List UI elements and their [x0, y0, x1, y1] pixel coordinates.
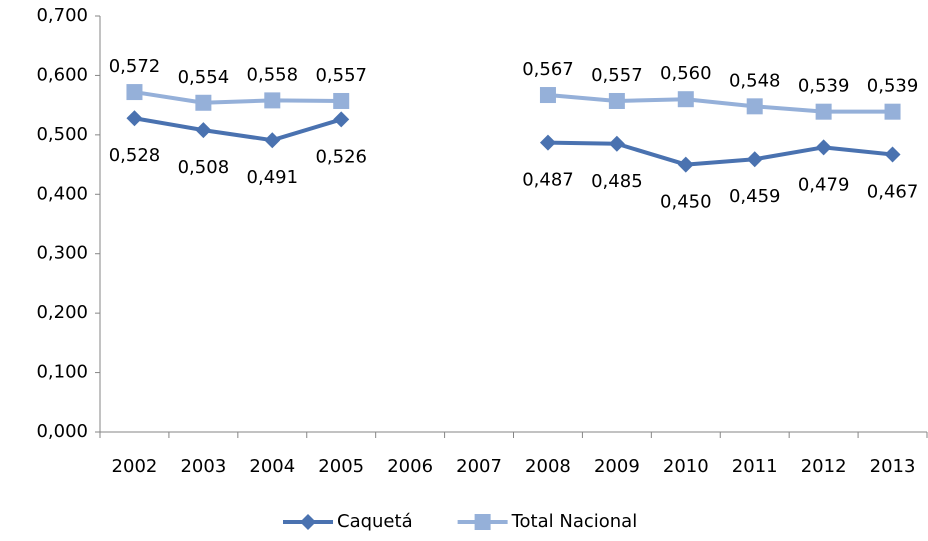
x-tick-label: 2008	[525, 456, 571, 477]
data-label: 0,459	[729, 186, 781, 207]
data-label: 0,487	[522, 170, 574, 191]
data-label: 0,508	[178, 157, 230, 178]
x-tick-label: 2005	[318, 456, 364, 477]
legend-label: Caquetá	[337, 511, 413, 532]
data-label: 0,467	[867, 181, 919, 202]
data-label: 0,554	[178, 67, 230, 88]
data-point	[608, 135, 625, 152]
data-label: 0,539	[867, 76, 919, 97]
x-tick-label: 2013	[870, 456, 916, 477]
data-point	[815, 139, 832, 156]
x-tick-label: 2002	[112, 456, 158, 477]
series-line	[134, 116, 893, 167]
data-label: 0,539	[798, 76, 850, 97]
data-label: 0,548	[729, 70, 781, 91]
data-label: 0,450	[660, 192, 712, 213]
data-point	[195, 94, 212, 111]
data-point	[608, 92, 625, 109]
data-point	[195, 122, 212, 139]
y-tick-label: 0,400	[36, 183, 88, 204]
y-tick-label: 0,000	[36, 421, 88, 442]
y-tick-label: 0,300	[36, 243, 88, 264]
y-tick-label: 0,500	[36, 124, 88, 145]
data-point	[677, 156, 694, 173]
data-point	[126, 110, 143, 127]
data-label: 0,557	[591, 65, 643, 86]
data-point	[746, 151, 763, 168]
x-tick-label: 2003	[180, 456, 226, 477]
data-label: 0,560	[660, 63, 712, 84]
x-tick-label: 2011	[732, 456, 778, 477]
data-point	[264, 132, 281, 149]
y-tick-label: 0,200	[36, 302, 88, 323]
y-tick-label: 0,600	[36, 64, 88, 85]
data-label: 0,567	[522, 59, 574, 80]
x-tick-label: 2004	[249, 456, 295, 477]
legend-marker	[474, 514, 491, 530]
data-label: 0,558	[247, 64, 299, 85]
data-point	[333, 111, 350, 128]
x-tick-label: 2006	[387, 456, 433, 477]
data-label: 0,572	[109, 56, 161, 77]
data-point	[539, 87, 556, 104]
data-point	[815, 103, 832, 120]
data-point	[884, 146, 901, 163]
data-label: 0,557	[315, 65, 367, 86]
y-tick-label: 0,100	[36, 362, 88, 383]
data-point	[126, 84, 143, 101]
data-label: 0,526	[315, 146, 367, 167]
x-tick-label: 2007	[456, 456, 502, 477]
data-point	[539, 134, 556, 151]
x-tick-label: 2009	[594, 456, 640, 477]
data-point	[264, 92, 281, 109]
x-tick-label: 2012	[801, 456, 847, 477]
data-label: 0,479	[798, 174, 850, 195]
x-tick-label: 2010	[663, 456, 709, 477]
data-point	[884, 103, 901, 120]
legend-label: Total Nacional	[511, 511, 638, 532]
data-label: 0,491	[247, 167, 299, 188]
data-label: 0,528	[109, 145, 161, 166]
y-tick-label: 0,700	[36, 5, 88, 26]
data-point	[746, 98, 763, 115]
data-point	[333, 92, 350, 109]
data-point	[677, 91, 694, 108]
data-label: 0,485	[591, 171, 643, 192]
legend-marker	[300, 514, 316, 530]
series-line	[134, 90, 893, 114]
